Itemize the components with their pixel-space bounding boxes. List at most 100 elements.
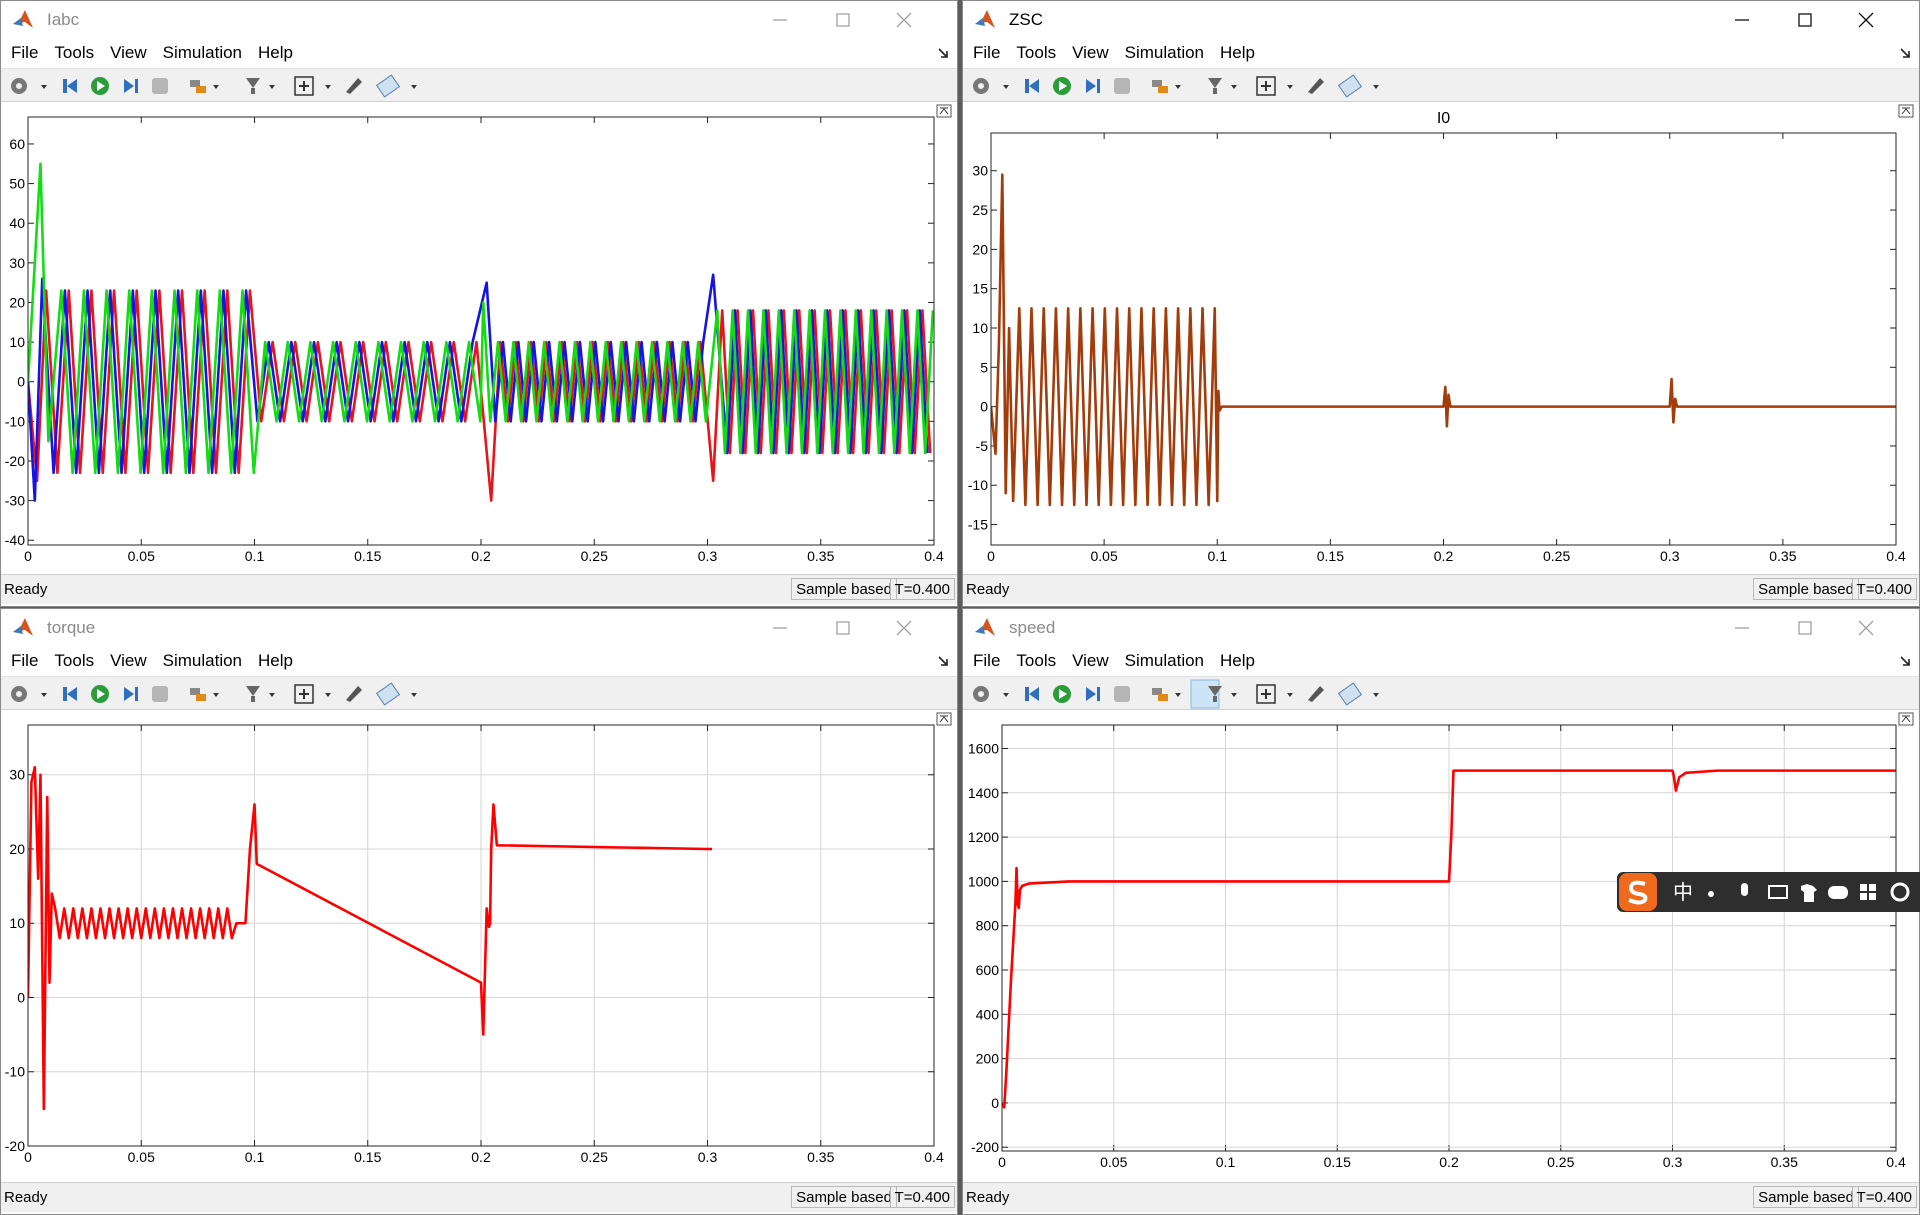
triggers-button [1208,78,1222,94]
dropdown [269,85,275,89]
x-tick-label: 0.1 [245,1149,265,1165]
x-tick-label: 0.2 [471,548,491,564]
run-button [1053,685,1071,703]
menu-item[interactable]: File [11,43,39,62]
axes-box [27,724,935,1147]
menu-item[interactable]: View [1072,43,1109,62]
menu-item[interactable]: Simulation [162,651,243,670]
close-button[interactable] [896,620,912,636]
y-tick-label: 0 [17,374,25,390]
x-tick-label: 0.2 [471,1149,491,1165]
ime-skin[interactable] [1801,884,1817,902]
ime-game[interactable] [1828,886,1848,899]
menu-item[interactable]: Simulation [1124,43,1205,62]
toolbar [1,68,957,102]
series-line [1002,769,1896,1109]
window-controls [773,12,912,28]
step-forward-button [124,687,138,701]
y-tick-label: 0 [991,1095,999,1111]
menu-item[interactable]: Help [258,43,293,62]
app-icon-shape [975,625,985,634]
menu-bar: File Tools View Simulation Help [963,38,1919,68]
zoom-button [294,684,314,704]
app-icon-shape [13,617,33,636]
window-controls [1735,620,1874,636]
app-icon-shape [13,625,23,634]
ime-apps[interactable] [1869,893,1876,900]
ime-icons: 中 [1619,873,1910,911]
x-tick-label: 0.4 [924,1149,944,1165]
menu-item[interactable]: View [1072,651,1109,670]
ime-punct[interactable] [1708,891,1714,897]
ime-apps[interactable] [1860,884,1867,891]
undock-button[interactable] [936,712,952,726]
menu-item[interactable]: Help [1220,43,1255,62]
scope-plot: 0 0.05 0.1 0.15 0.2 0.25 0.3 0.35 0.4-2000200400… [963,710,1919,1182]
menu-item[interactable]: View [110,43,147,62]
run-button [91,77,109,95]
axes-box [990,132,1897,546]
menu-item[interactable]: Simulation [162,43,243,62]
menu-item[interactable]: Help [1220,651,1255,670]
menu-bar: File Tools View Simulation Help [1,646,957,676]
sim-time: T=0.400 [889,578,955,600]
x-tick-label: 0.25 [1543,548,1570,564]
maximize-button[interactable] [836,13,850,27]
ime-keyboard[interactable] [1768,885,1788,899]
window-title: Iabc [47,9,80,29]
maximize-button[interactable] [1798,621,1812,635]
dropdown [213,693,219,697]
menu-item[interactable]: File [11,651,39,670]
undock-button[interactable] [1898,104,1914,118]
menu-item[interactable]: Tools [54,43,95,62]
sim-time: T=0.400 [1851,578,1917,600]
maximize-button[interactable] [836,621,850,635]
menu-item[interactable]: Simulation [1124,651,1205,670]
settings-button [11,78,27,94]
menu-item[interactable]: Tools [1016,43,1057,62]
app-icon [13,9,33,28]
y-tick-label: -10 [5,1064,25,1080]
y-tick-label: 0 [980,399,988,415]
zoom-button [1256,684,1276,704]
x-tick-label: 0.05 [128,548,155,564]
x-tick-label: 0.35 [1769,548,1796,564]
triggers-button [1208,686,1222,702]
close-button[interactable] [1858,12,1874,28]
y-tick-label: 50 [9,176,25,192]
close-button[interactable] [896,12,912,28]
ime-apps[interactable] [1869,884,1876,891]
ime-settings[interactable] [1890,882,1910,902]
menu-arrow-shape [1900,48,1910,58]
undock-button[interactable] [1898,712,1914,726]
ime-voice[interactable] [1741,883,1748,896]
menu-item[interactable]: View [110,651,147,670]
y-tick-label: 1600 [968,740,999,756]
ime-apps[interactable] [1860,893,1867,900]
ime-mode[interactable]: 中 [1673,881,1693,904]
x-tick-label: 0 [998,1154,1006,1170]
y-tick-label: 30 [9,767,25,783]
undock-button[interactable] [936,104,952,118]
menu-item[interactable]: Help [258,651,293,670]
status-bar: Ready Sample based T=0.400 [963,574,1919,604]
y-tick-label: 200 [976,1051,1000,1067]
y-tick-label: -40 [5,532,25,548]
status-text: Ready [966,581,1010,598]
scope-window: ZSC File Tools View Simulation Help I0 0 0.05 0.1… [962,0,1920,607]
y-tick-label: 10 [972,320,988,336]
y-tick-label: 800 [976,918,1000,934]
y-tick-label: -5 [976,438,989,454]
axes-box [1001,724,1897,1152]
menu-item[interactable]: Tools [54,651,95,670]
menu-arrow-shape [1900,656,1910,666]
menu-arrow [1900,656,1910,666]
y-tick-label: 10 [9,915,25,931]
x-tick-label: 0.1 [1216,1154,1236,1170]
menu-item[interactable]: File [973,651,1001,670]
menu-item[interactable]: File [973,43,1001,62]
menu-item[interactable]: Tools [1016,651,1057,670]
maximize-button[interactable] [1798,13,1812,27]
close-button[interactable] [1858,620,1874,636]
